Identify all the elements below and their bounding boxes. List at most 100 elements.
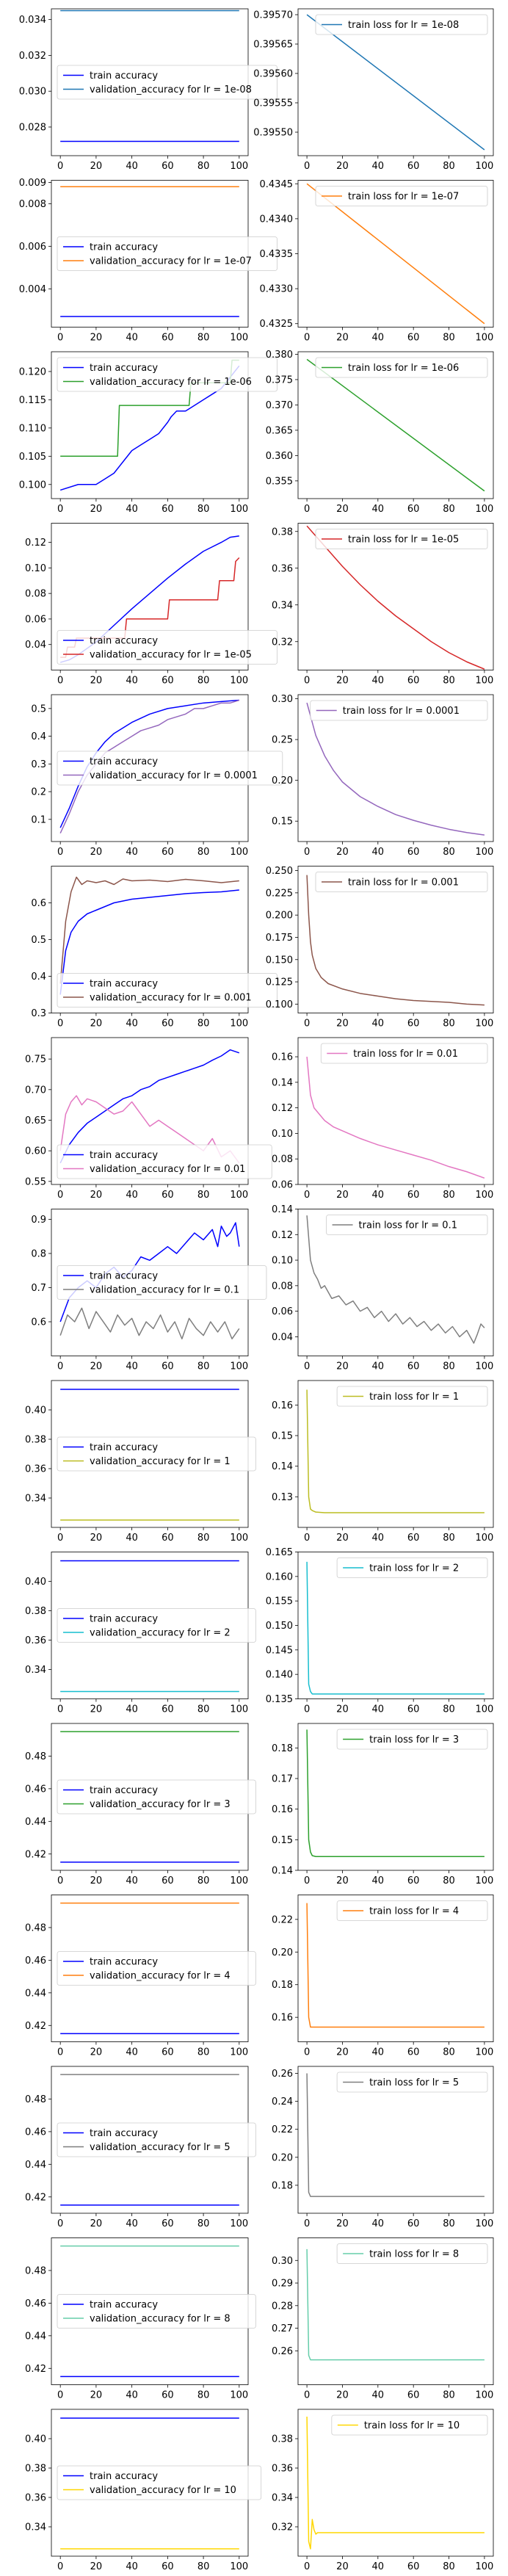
y-tick-label: 0.32 [272,637,293,648]
x-tick-label: 80 [443,1019,455,1030]
y-tick-label: 0.3 [31,759,46,770]
x-tick-label: 100 [230,333,248,344]
x-tick-label: 60 [162,847,174,858]
series-group [306,358,485,492]
x-tick-label: 20 [90,1875,103,1886]
y-tick-label: 0.39555 [253,98,293,109]
y-tick-label: 0.360 [266,451,293,462]
axes-frame [297,8,494,156]
x-tick-label: 40 [372,2390,385,2401]
y-tick-label: 0.36 [25,1464,46,1475]
chart-panel-19: 0 20 40 60 80 100 0.34 0.36 0.38 0.40 train accura… [25,1552,256,1715]
series-line-validation-accuracy [59,1307,240,1339]
axes-frame [297,2409,494,2557]
chart-panel-20: 0 20 40 60 80 100 0.135 0.140 0.145 0.150 0.155 0.1… [266,1547,494,1715]
axes-frame [51,1037,249,1185]
x-tick-label: 100 [475,676,493,687]
series-line-train-accuracy [59,1049,240,1164]
y-tick-label: 0.145 [266,1645,293,1656]
legend-frame [336,1386,488,1407]
series-group [306,1903,485,2028]
legend-frame [310,700,488,721]
x-tick-label: 60 [162,333,174,344]
chart-panel-13: 0 20 40 60 80 100 0.55 0.60 0.65 0.70 0.75 train ac… [25,1037,272,1201]
y-tick-label: 0.46 [25,2127,46,2138]
x-tick-label: 40 [126,1704,138,1715]
x-tick-label: 40 [126,2390,138,2401]
legend-frame [336,2072,488,2093]
axes-frame [297,1895,494,2042]
legend-frame [336,1729,488,1750]
y-tick-label: 0.100 [19,480,46,491]
y-tick-label: 0.8 [31,1248,46,1259]
y-tick-label: 0.12 [272,1103,293,1114]
x-tick-label: 20 [336,504,349,515]
legend-frame [57,2122,256,2157]
legend-label: validation_accuracy for lr = 1e-07 [90,256,252,267]
x-tick-label: 60 [407,2561,420,2572]
y-tick-label: 0.16 [272,1400,293,1411]
x-tick-label: 80 [443,1704,455,1715]
x-tick-label: 0 [304,676,310,687]
x-tick-label: 20 [336,1190,349,1201]
y-tick-label: 0.16 [272,1804,293,1815]
legend-frame [57,630,277,665]
legend-label: train loss for lr = 0.0001 [343,706,460,717]
x-tick-label: 0 [57,2561,63,2572]
legend-frame [336,1557,488,1578]
chart-panel-14: 0 20 40 60 80 100 0.06 0.08 0.10 0.12 0.14 0.16 trai… [272,1037,494,1201]
x-tick-label: 40 [372,1019,385,1030]
y-tick-label: 0.380 [266,350,293,361]
x-tick-label: 100 [475,161,493,172]
x-tick-label: 100 [230,1019,248,1030]
x-tick-label: 100 [230,2561,248,2572]
x-tick-label: 80 [197,1875,210,1886]
y-tick-label: 0.30 [272,2256,293,2267]
y-tick-label: 0.009 [19,178,46,189]
series-group [306,1729,485,1857]
legend-frame [57,236,277,271]
chart-panel-29: 0 20 40 60 80 100 0.34 0.36 0.38 0.40 train accura… [25,2409,262,2572]
y-tick-label: 0.22 [272,1914,293,1925]
y-tick-label: 0.48 [25,2094,46,2105]
series-line-train-loss [306,14,485,151]
y-tick-label: 0.15 [272,1835,293,1846]
legend-label: validation_accuracy for lr = 8 [90,2314,231,2325]
x-tick-label: 60 [407,847,420,858]
y-tick-label: 0.15 [272,1431,293,1442]
y-tick-label: 0.42 [25,1849,46,1860]
x-tick-label: 60 [162,2561,174,2572]
y-tick-label: 0.4 [31,972,46,983]
x-tick-label: 80 [197,2047,210,2058]
y-tick-label: 0.36 [272,2464,293,2475]
x-tick-label: 80 [197,1190,210,1201]
y-tick-label: 0.48 [25,2265,46,2276]
chart-panel-1: 0 20 40 60 80 100 0.028 0.030 0.032 0.034 train ac… [19,8,277,172]
y-tick-label: 0.40 [25,2434,46,2445]
legend: train loss for lr = 8 [336,2243,488,2264]
series-group [60,1902,239,2035]
x-tick-label: 20 [336,2561,349,2572]
y-tick-label: 0.39570 [253,10,293,21]
x-tick-label: 60 [162,2218,174,2229]
legend: train accuracy validation_accuracy for lr… [57,65,277,100]
legend-label: validation_accuracy for lr = 5 [90,2142,231,2153]
y-tick-label: 0.65 [25,1115,46,1126]
y-tick-label: 0.14 [272,1077,293,1088]
y-tick-label: 0.17 [272,1774,293,1785]
series-line-train-loss [306,1389,485,1513]
series-group [60,10,239,142]
y-tick-label: 0.9 [31,1215,46,1226]
x-tick-label: 60 [162,1361,174,1372]
x-tick-label: 80 [443,2561,455,2572]
x-tick-label: 0 [304,1361,310,1372]
y-tick-label: 0.006 [19,242,46,253]
y-tick-label: 0.3 [31,1008,46,1019]
x-tick-label: 100 [475,2218,493,2229]
legend-frame [57,973,277,1007]
series-group [60,1560,239,1693]
chart-panel-21: 0 20 40 60 80 100 0.42 0.44 0.46 0.48 train accura… [25,1723,256,1886]
x-tick-label: 20 [90,504,103,515]
series-group [306,183,485,325]
x-tick-label: 0 [57,847,63,858]
